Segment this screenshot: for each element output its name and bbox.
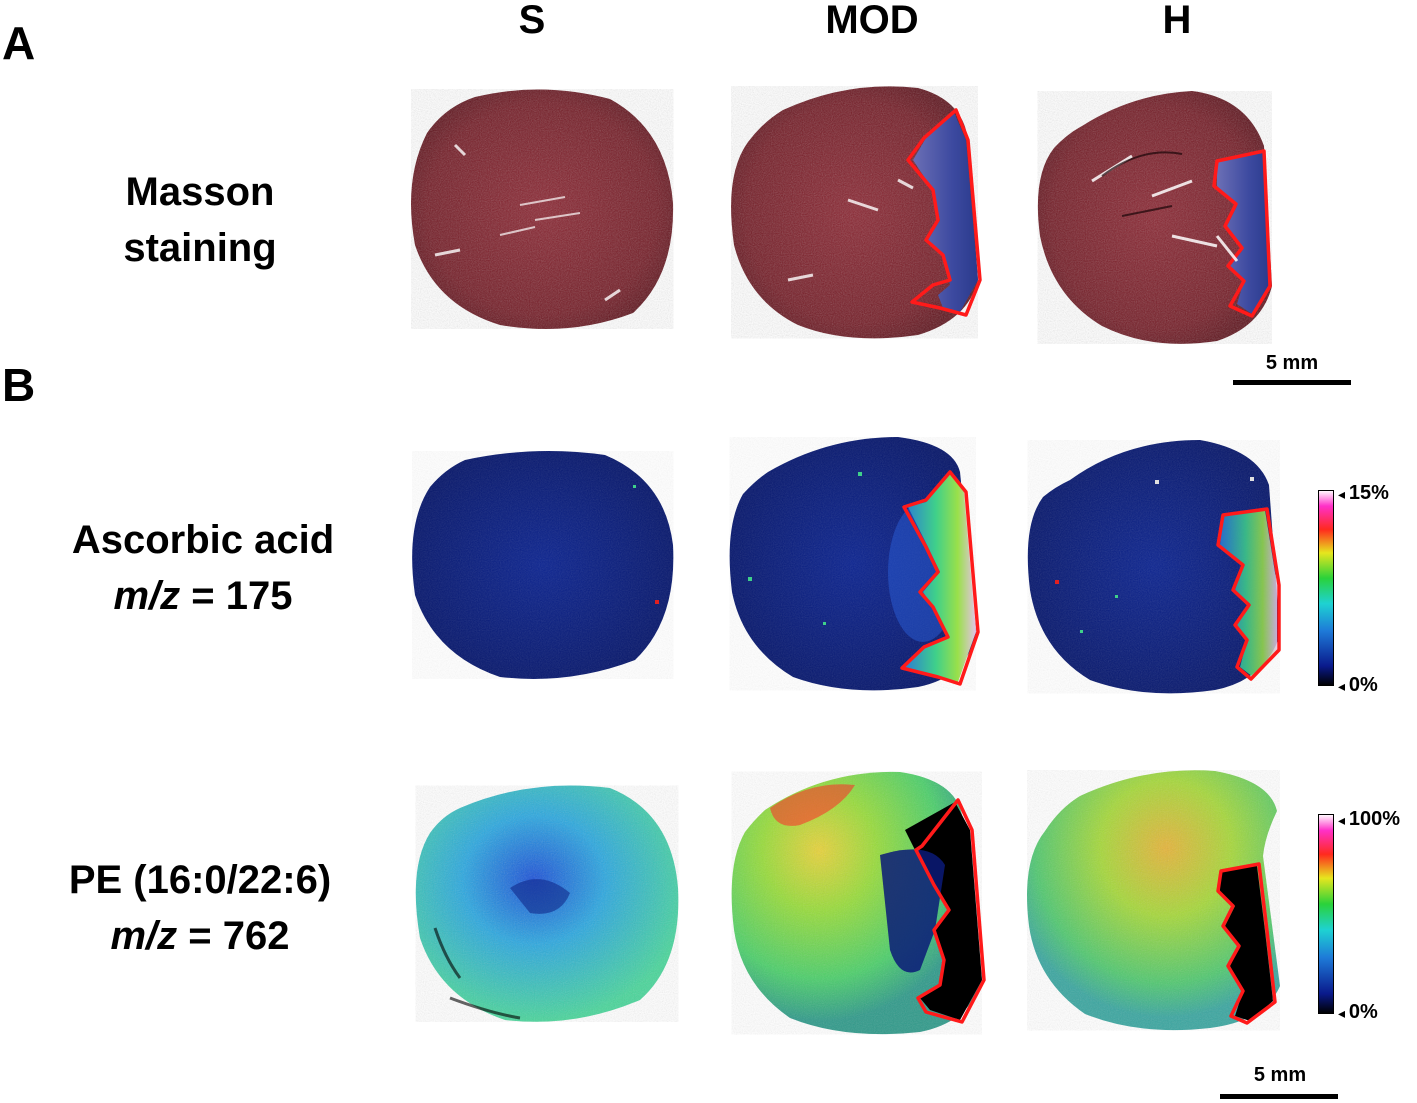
column-header-h: H: [1162, 0, 1192, 42]
ascorbic-acid-mz: m/z = 175: [72, 568, 334, 624]
row-label-pe: PE (16:0/22:6) m/z = 762: [69, 852, 331, 964]
colorbar-ascorbic-max-label: 15%: [1338, 482, 1389, 505]
panel-label-a: A: [2, 17, 36, 69]
pe-name: PE (16:0/22:6): [68, 858, 332, 902]
masson-image-s: [411, 89, 674, 330]
colorbar-pe: [1318, 814, 1334, 1014]
scale-bar-top: [1233, 380, 1351, 385]
ascorbic-image-h: [1027, 440, 1281, 694]
row-label-masson: Masson staining: [123, 164, 276, 276]
mz-italic-label: m/z: [110, 914, 178, 958]
pe-mz: m/z = 762: [69, 908, 331, 964]
mz-value: = 762: [188, 914, 290, 958]
pe-image-h: [1027, 770, 1280, 1031]
ascorbic-acid-name: Ascorbic acid: [71, 518, 335, 562]
column-header-mod: MOD: [825, 0, 919, 42]
mz-value: = 175: [191, 574, 293, 618]
masson-image-mod: [731, 86, 982, 339]
scale-bar-bottom: [1220, 1094, 1338, 1099]
row-label-masson-line1: Masson: [125, 170, 275, 214]
column-header-s: S: [518, 0, 546, 42]
ascorbic-image-s: [412, 451, 674, 679]
pe-image-s: [415, 785, 679, 1022]
colorbar-ascorbic: [1318, 490, 1334, 686]
colorbar-pe-min-label: 0%: [1338, 1001, 1378, 1024]
row-label-masson-line2: staining: [123, 226, 277, 270]
pe-image-mod: [731, 771, 986, 1035]
colorbar-ascorbic-min-label: 0%: [1338, 674, 1378, 697]
mz-italic-label: m/z: [113, 574, 181, 618]
masson-image-h: [1037, 91, 1272, 344]
ascorbic-image-mod: [729, 437, 980, 691]
row-label-ascorbic-acid: Ascorbic acid m/z = 175: [72, 512, 334, 624]
colorbar-pe-max-label: 100%: [1338, 808, 1400, 831]
panel-label-b: B: [2, 359, 36, 411]
scale-bar-label-top: 5 mm: [1265, 352, 1319, 374]
scale-bar-label-bottom: 5 mm: [1253, 1064, 1307, 1086]
